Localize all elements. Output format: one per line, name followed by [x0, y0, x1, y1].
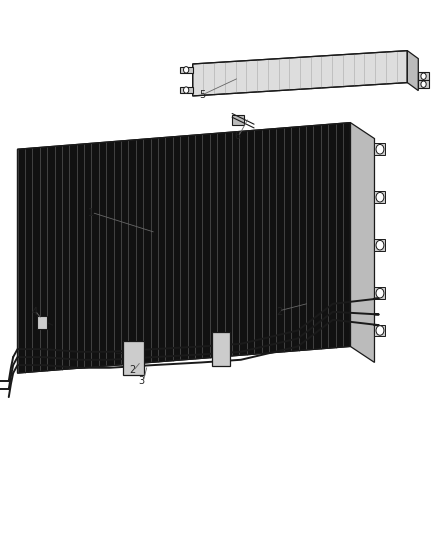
Bar	[232, 115, 244, 125]
Bar	[418, 72, 429, 80]
Bar	[37, 316, 47, 329]
Text: 5: 5	[199, 90, 205, 100]
Circle shape	[184, 67, 189, 73]
Polygon shape	[350, 123, 374, 362]
Circle shape	[376, 192, 384, 202]
Bar	[180, 87, 193, 93]
Text: 3: 3	[138, 376, 144, 386]
Circle shape	[376, 326, 384, 335]
Circle shape	[376, 288, 384, 298]
Bar	[374, 325, 385, 336]
Bar	[374, 191, 385, 203]
Polygon shape	[407, 51, 418, 91]
Circle shape	[376, 240, 384, 250]
Circle shape	[421, 73, 426, 79]
Bar	[374, 239, 385, 251]
Bar	[374, 143, 385, 155]
Circle shape	[376, 144, 384, 154]
Text: 4: 4	[32, 307, 38, 317]
Polygon shape	[18, 123, 350, 373]
Text: 1: 1	[88, 208, 94, 218]
FancyBboxPatch shape	[212, 332, 230, 366]
Bar	[374, 287, 385, 299]
Text: 2: 2	[129, 366, 135, 375]
Circle shape	[421, 81, 426, 87]
Circle shape	[184, 87, 189, 93]
Polygon shape	[193, 51, 407, 96]
Bar	[418, 80, 429, 88]
Bar	[180, 67, 193, 73]
FancyBboxPatch shape	[123, 341, 144, 375]
Text: 2: 2	[276, 307, 282, 317]
Text: 6: 6	[234, 131, 240, 141]
